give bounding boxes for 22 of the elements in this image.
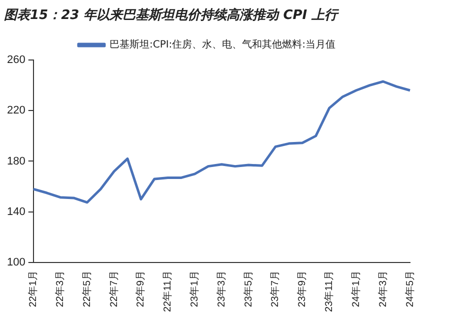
x-tick-label: 22年5月 [80, 270, 93, 308]
y-tick-label: 140 [6, 206, 26, 218]
x-tick-label: 22年11月 [162, 270, 174, 312]
x-tick-label: 24年1月 [350, 270, 362, 308]
chart-title: 图表15：23 年以来巴基斯坦电价持续高涨推动 CPI 上行 [4, 6, 338, 24]
x-tick-label: 22年7月 [108, 270, 120, 308]
x-tick-label: 23年7月 [269, 270, 282, 308]
x-tick-label: 24年5月 [404, 270, 416, 308]
legend-label: 巴基斯坦:CPI:住房、水、电、气和其他燃料:当月值 [109, 38, 336, 51]
x-tick-label: 22年3月 [54, 270, 66, 308]
x-tick-label: 22年1月 [27, 270, 40, 308]
x-tick-label: 23年5月 [242, 270, 254, 308]
y-tick-label: 260 [6, 54, 26, 66]
x-tick-label: 23年3月 [215, 270, 228, 308]
x-tick-label: 24年3月 [376, 270, 389, 308]
x-tick-label: 23年9月 [296, 270, 308, 308]
x-tick-label: 23年1月 [188, 270, 201, 308]
y-tick-label: 100 [6, 256, 26, 269]
y-tick-label: 220 [6, 104, 26, 117]
y-tick-label: 180 [6, 155, 26, 168]
x-tick-label: 23年11月 [323, 270, 336, 312]
x-tick-label: 22年9月 [134, 270, 147, 308]
